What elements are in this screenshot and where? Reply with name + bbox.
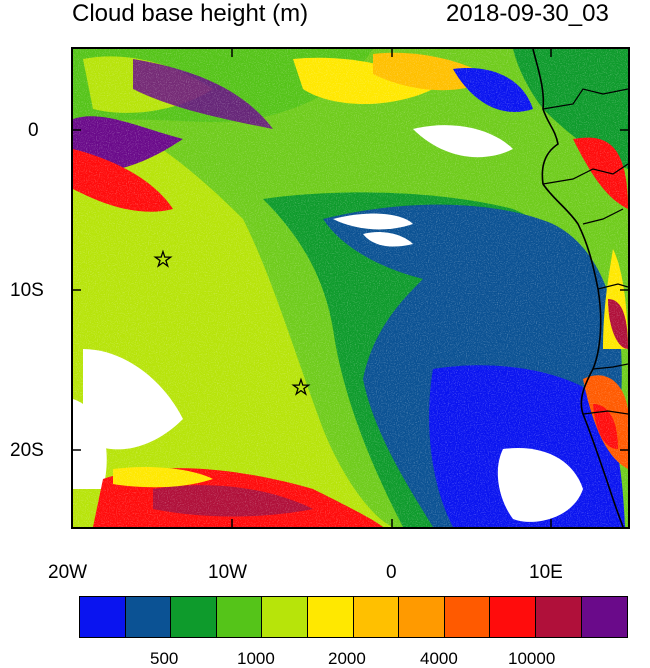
y-tick-label: 10S [10, 280, 44, 301]
colorbar-label: 1000 [237, 649, 275, 668]
border-5 [592, 363, 628, 370]
border-2 [542, 163, 628, 185]
colorbar-box [262, 597, 308, 637]
plot-timestamp: 2018-09-30_03 [446, 0, 609, 27]
border-1 [542, 88, 628, 110]
x-tick-label: 0 [386, 562, 397, 583]
colorbar-label: 4000 [420, 649, 458, 668]
border-3 [582, 208, 624, 225]
colorbar-box [125, 597, 172, 637]
colorbar-label: 2000 [328, 649, 366, 668]
x-tick-label: 10E [529, 562, 563, 583]
speckle-overlay [73, 49, 628, 527]
cloud-base-height-map: ★ ★ [73, 49, 628, 527]
y-tick-label: 20S [10, 440, 44, 461]
colorbar-box [216, 597, 263, 637]
colorbar-box [581, 597, 628, 637]
station-marker-star: ★ [154, 247, 172, 271]
y-tick-label: 0 [28, 120, 39, 141]
x-tick-label: 10W [208, 562, 248, 583]
colorbar-label: 10000 [508, 649, 556, 668]
station-marker-star: ★ [292, 375, 310, 399]
coastline [532, 49, 624, 527]
colorbar-box [353, 597, 400, 637]
colorbar-box [444, 597, 491, 637]
colorbar-box [307, 597, 354, 637]
map-panel: ★ ★ [71, 47, 630, 529]
plot-title: Cloud base height (m) [72, 0, 309, 27]
x-tick-label: 20W [48, 562, 88, 583]
colorbar [79, 596, 629, 638]
colorbar-box [80, 597, 126, 637]
tick-marks [71, 47, 630, 529]
colorbar-box [490, 597, 536, 637]
border-4 [597, 283, 628, 290]
colorbar-label: 500 [150, 649, 179, 668]
colorbar-box [535, 597, 582, 637]
colorbar-box [171, 597, 217, 637]
border-6 [582, 410, 628, 415]
colorbar-box [399, 597, 445, 637]
